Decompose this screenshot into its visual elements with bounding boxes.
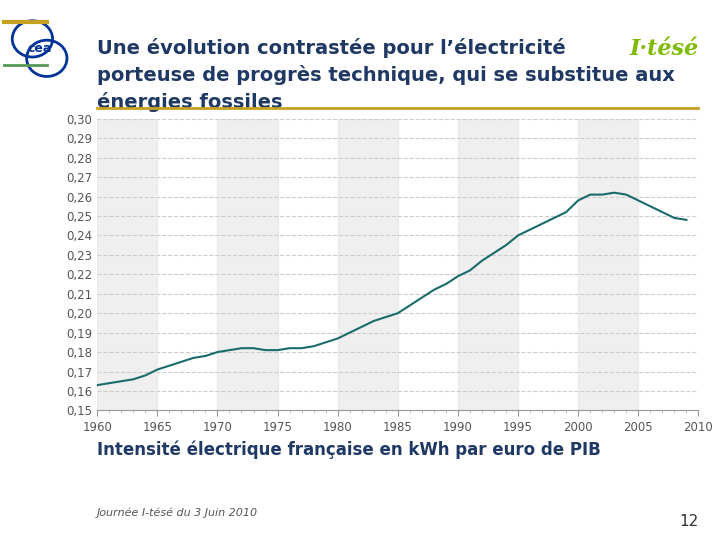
Text: I·tésé: I·tésé (629, 38, 698, 60)
Bar (97, 119, 158, 410)
Text: Intensité électrique française en kWh par euro de PIB: Intensité électrique française en kWh pa… (97, 440, 601, 458)
Bar (458, 119, 518, 410)
Text: Journée I-tésé du 3 Juin 2010: Journée I-tésé du 3 Juin 2010 (97, 508, 258, 518)
Text: cea: cea (27, 42, 52, 55)
Text: 12: 12 (679, 514, 698, 529)
Bar (217, 119, 278, 410)
Text: énergies fossiles: énergies fossiles (97, 92, 283, 112)
Text: Une évolution contrastée pour l’électricité: Une évolution contrastée pour l’électric… (97, 38, 566, 58)
Bar (578, 119, 639, 410)
Bar (338, 119, 398, 410)
Text: porteuse de progrès technique, qui se substitue aux: porteuse de progrès technique, qui se su… (97, 65, 675, 85)
